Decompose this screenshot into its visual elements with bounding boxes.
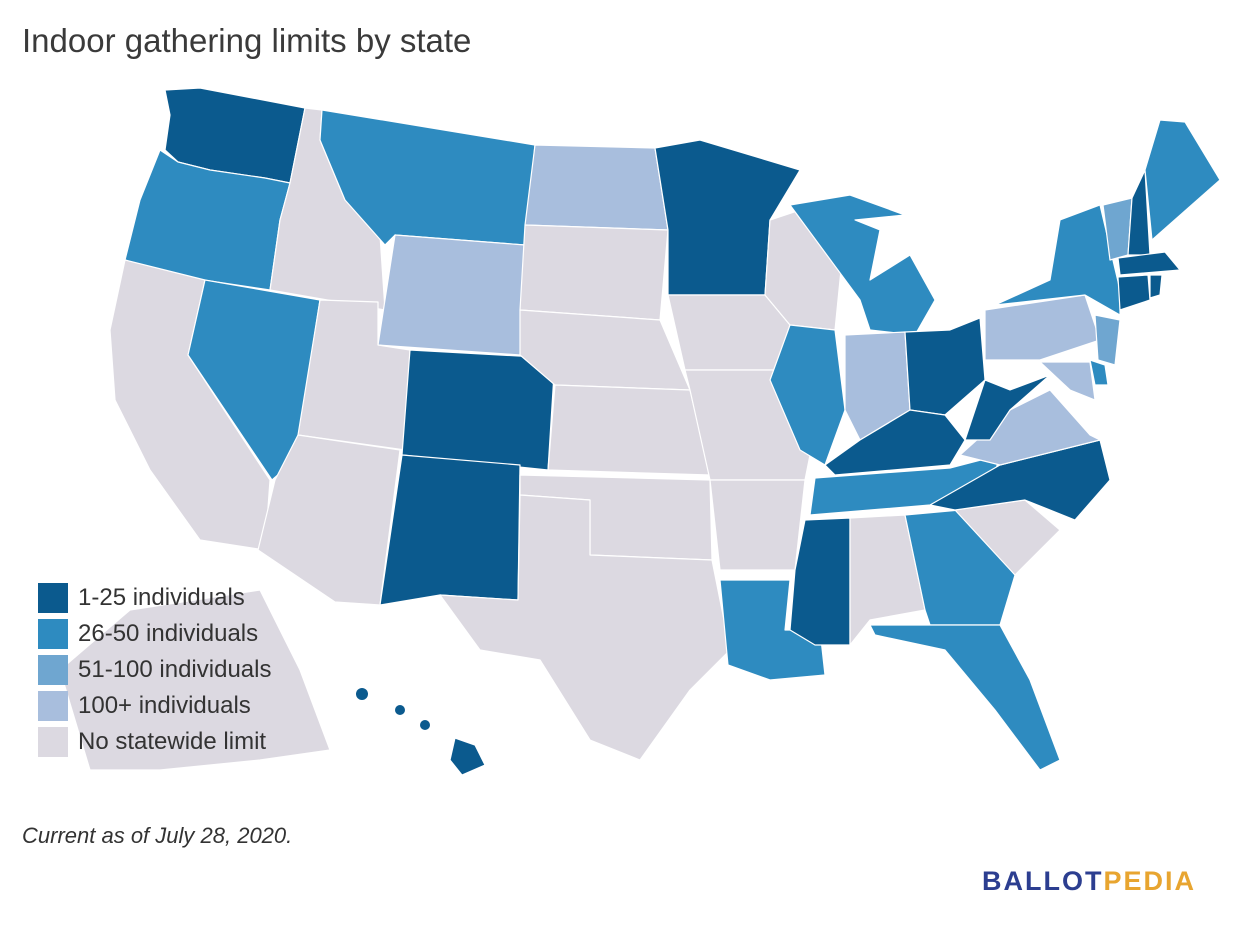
state-alabama[interactable]	[849, 514, 926, 646]
legend: 1-25 individuals 26-50 individuals 51-10…	[38, 580, 271, 760]
state-kentucky[interactable]	[824, 409, 966, 476]
legend-item-51-100: 51-100 individuals	[38, 652, 271, 688]
state-colorado[interactable]	[401, 349, 556, 471]
state-maryland[interactable]	[1039, 361, 1096, 401]
state-maine[interactable]	[1144, 119, 1221, 241]
legend-item-no-limit: No statewide limit	[38, 724, 271, 760]
ballotpedia-logo[interactable]: BALLOTPEDIA	[982, 866, 1196, 897]
legend-label: 51-100 individuals	[78, 656, 272, 683]
state-south-dakota[interactable]	[519, 224, 669, 321]
legend-item-26-50: 26-50 individuals	[38, 616, 271, 652]
legend-label: 1-25 individuals	[78, 584, 245, 611]
legend-label: 100+ individuals	[78, 692, 251, 719]
legend-swatch	[38, 619, 68, 649]
state-new-jersey[interactable]	[1094, 314, 1121, 366]
state-arkansas[interactable]	[709, 479, 806, 571]
state-hawaii-island-2[interactable]	[395, 705, 405, 715]
legend-swatch	[38, 655, 68, 685]
legend-swatch	[38, 583, 68, 613]
state-north-dakota[interactable]	[524, 144, 669, 231]
state-hawaii[interactable]	[449, 737, 486, 776]
map-title: Indoor gathering limits by state	[22, 22, 472, 59]
state-rhode-island[interactable]	[1149, 274, 1163, 299]
state-hawaii-island-3[interactable]	[420, 720, 430, 730]
state-ohio[interactable]	[904, 317, 986, 416]
legend-swatch	[38, 691, 68, 721]
legend-swatch	[38, 727, 68, 757]
state-massachusetts[interactable]	[1117, 251, 1181, 276]
state-florida[interactable]	[869, 624, 1061, 771]
state-kansas[interactable]	[547, 384, 711, 476]
state-pennsylvania[interactable]	[984, 294, 1101, 361]
legend-label: 26-50 individuals	[78, 620, 259, 647]
state-iowa[interactable]	[667, 294, 791, 371]
state-hawaii-island-1[interactable]	[356, 688, 368, 700]
state-new-york[interactable]	[994, 204, 1121, 316]
state-arizona[interactable]	[257, 434, 401, 606]
state-west-virginia[interactable]	[964, 374, 1051, 441]
legend-item-100-plus: 100+ individuals	[38, 688, 271, 724]
footnote: Current as of July 28, 2020.	[22, 823, 293, 848]
logo-part-1: BALLOT	[982, 866, 1104, 896]
state-connecticut[interactable]	[1117, 274, 1151, 311]
state-delaware[interactable]	[1089, 359, 1109, 386]
state-texas[interactable]	[439, 494, 731, 761]
state-wyoming[interactable]	[377, 234, 526, 356]
state-alaska[interactable]	[59, 589, 331, 771]
legend-item-1-25: 1-25 individuals	[38, 580, 271, 616]
state-louisiana[interactable]	[719, 579, 826, 681]
state-michigan[interactable]	[789, 194, 936, 336]
us-states-map	[59, 87, 1221, 776]
legend-label: No statewide limit	[78, 728, 267, 755]
state-new-mexico[interactable]	[379, 454, 521, 606]
logo-part-2: PEDIA	[1103, 866, 1197, 896]
